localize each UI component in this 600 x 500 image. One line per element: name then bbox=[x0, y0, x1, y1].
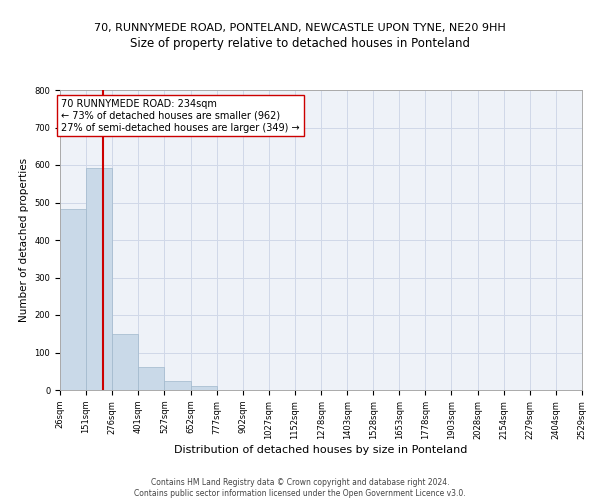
Bar bbox=[60, 208, 86, 390]
Text: 70, RUNNYMEDE ROAD, PONTELAND, NEWCASTLE UPON TYNE, NE20 9HH: 70, RUNNYMEDE ROAD, PONTELAND, NEWCASTLE… bbox=[94, 22, 506, 32]
X-axis label: Distribution of detached houses by size in Ponteland: Distribution of detached houses by size … bbox=[175, 444, 467, 454]
Bar bbox=[138, 367, 164, 390]
Text: Contains HM Land Registry data © Crown copyright and database right 2024.
Contai: Contains HM Land Registry data © Crown c… bbox=[134, 478, 466, 498]
Y-axis label: Number of detached properties: Number of detached properties bbox=[19, 158, 29, 322]
Bar bbox=[112, 334, 138, 390]
Text: 70 RUNNYMEDE ROAD: 234sqm
← 73% of detached houses are smaller (962)
27% of semi: 70 RUNNYMEDE ROAD: 234sqm ← 73% of detac… bbox=[61, 100, 299, 132]
Bar bbox=[86, 168, 112, 390]
Bar bbox=[164, 380, 191, 390]
Text: Size of property relative to detached houses in Ponteland: Size of property relative to detached ho… bbox=[130, 38, 470, 51]
Bar bbox=[191, 386, 217, 390]
